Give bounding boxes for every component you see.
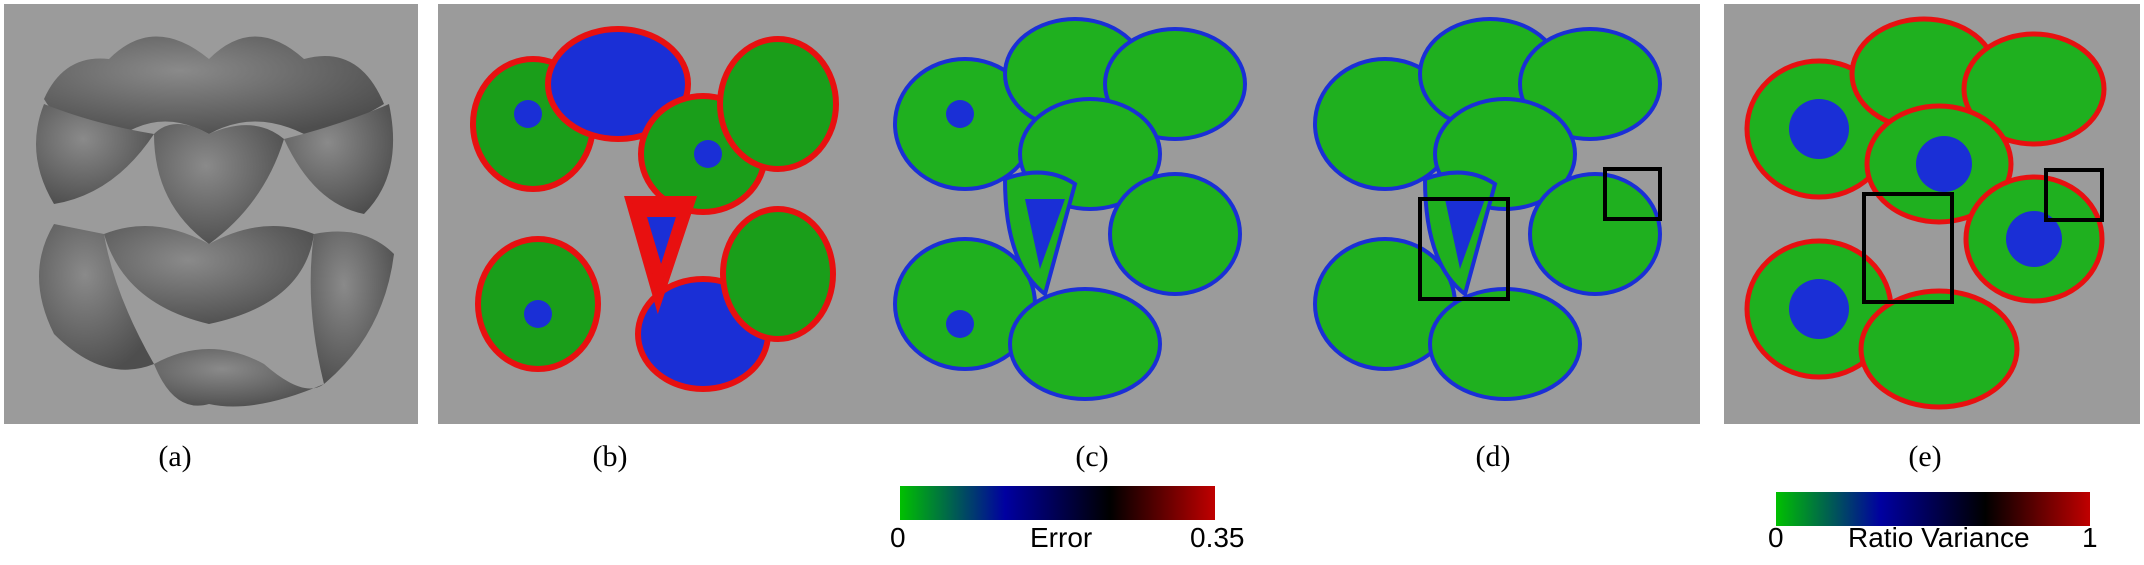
highlight-box-large [1418, 197, 1510, 301]
error-map-highlighted-illustration [1313, 17, 1662, 401]
error-map-exploded-illustration [470, 26, 839, 392]
caption-e: (e) [1908, 440, 1942, 473]
highlight-box-small [2044, 168, 2104, 222]
panel-d-image [1295, 4, 1700, 424]
ratio-variance-colorbar [1776, 492, 2090, 526]
caption-d: (d) [1475, 440, 1511, 473]
ratio-variance-illustration [1744, 16, 2107, 410]
highlight-box-large [1862, 192, 1954, 304]
ratio-variance-colorbar-min: 0 [1768, 522, 1784, 553]
error-colorbar [900, 486, 1215, 520]
caption-b: (b) [592, 440, 628, 473]
panel-e-image [1724, 4, 2140, 424]
caption-a: (a) [158, 440, 192, 473]
highlight-box-small [1603, 167, 1662, 221]
panel-a-image [4, 4, 418, 424]
error-colorbar-title: Error [1030, 522, 1093, 553]
ratio-variance-colorbar-max: 1 [2082, 522, 2098, 553]
panel-b-image [458, 4, 858, 424]
gray-surface-illustration [36, 36, 394, 407]
panel-c-image [875, 4, 1285, 424]
error-map-illustration [893, 17, 1247, 401]
error-colorbar-max: 0.35 [1190, 522, 1245, 553]
ratio-variance-colorbar-title: Ratio Variance [1848, 522, 2030, 553]
caption-c: (c) [1075, 440, 1109, 473]
error-colorbar-min: 0 [890, 522, 906, 553]
